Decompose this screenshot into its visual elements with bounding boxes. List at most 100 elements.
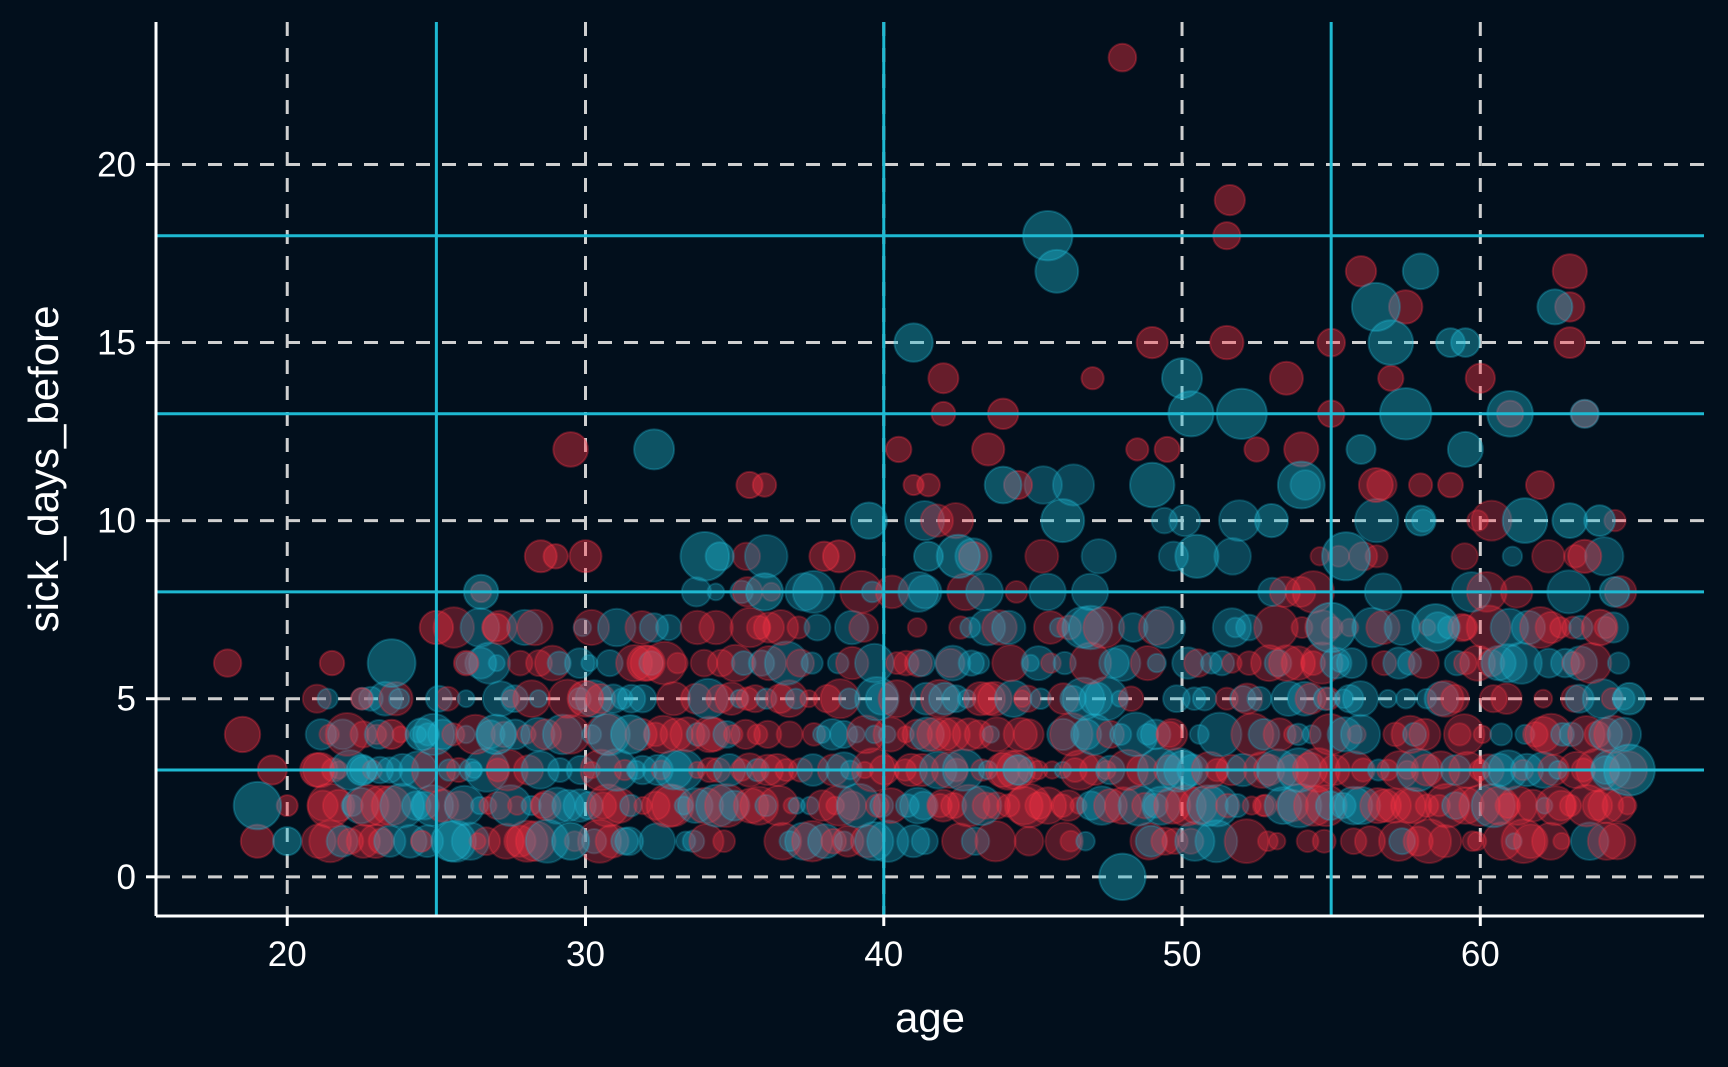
point-red — [1069, 796, 1088, 815]
point-cyan — [1218, 499, 1261, 542]
point-red — [542, 543, 569, 570]
point-red — [563, 830, 586, 853]
point-red — [505, 819, 549, 863]
point-red — [425, 788, 460, 823]
point-cyan — [1395, 687, 1417, 710]
point-cyan — [1174, 533, 1220, 579]
point-red — [1515, 788, 1550, 823]
x-tick-label: 60 — [1461, 935, 1500, 974]
point-red — [812, 683, 843, 714]
point-cyan — [1142, 792, 1169, 819]
point-red — [1155, 720, 1184, 749]
point-cyan — [956, 688, 977, 709]
point-red — [957, 540, 989, 572]
point-cyan — [961, 785, 1003, 827]
point-cyan — [927, 681, 962, 716]
point-cyan — [681, 829, 706, 854]
point-cyan — [475, 719, 506, 750]
point-cyan — [1504, 832, 1523, 851]
point-red — [1347, 541, 1379, 572]
point-red — [349, 720, 378, 749]
point-red — [1366, 469, 1398, 501]
point-cyan — [904, 499, 946, 542]
point-red — [757, 784, 800, 827]
point-red — [584, 683, 617, 715]
point-cyan — [898, 786, 937, 825]
point-red — [1476, 648, 1506, 678]
point-red — [762, 609, 800, 646]
point-red — [391, 725, 410, 744]
point-red — [640, 790, 671, 821]
point-cyan — [520, 794, 542, 817]
point-red — [443, 790, 475, 821]
point-red — [764, 683, 796, 715]
point-cyan — [487, 654, 506, 673]
point-red — [978, 716, 1015, 753]
point-red — [1382, 721, 1409, 748]
point-cyan — [1443, 649, 1471, 677]
point-cyan — [1181, 686, 1207, 712]
point-cyan — [272, 826, 303, 857]
point-cyan — [1562, 645, 1599, 681]
point-cyan — [729, 688, 750, 709]
point-red — [752, 611, 786, 644]
point-red — [1046, 682, 1080, 716]
point-cyan — [704, 541, 735, 572]
point-red — [1131, 791, 1159, 820]
point-red — [1178, 785, 1219, 826]
point-red — [1164, 784, 1208, 827]
point-red — [378, 681, 414, 717]
point-red — [1117, 685, 1145, 713]
point-cyan — [1350, 281, 1401, 332]
point-cyan — [784, 821, 824, 861]
point-red — [1402, 825, 1434, 857]
point-red — [763, 821, 803, 861]
point-red — [482, 609, 518, 646]
point-red — [739, 785, 780, 826]
point-red — [666, 651, 689, 675]
point-red — [782, 796, 801, 815]
point-red — [1056, 614, 1083, 641]
point-red — [951, 717, 986, 752]
point-cyan — [415, 722, 441, 747]
point-red — [1012, 718, 1045, 751]
point-cyan — [893, 322, 934, 363]
point-cyan — [1224, 616, 1247, 639]
point-cyan — [1411, 603, 1460, 652]
point-red — [1447, 612, 1477, 643]
point-red — [1050, 793, 1075, 818]
y-tick-label: 15 — [97, 324, 136, 363]
point-cyan — [546, 650, 572, 676]
point-red — [1533, 688, 1554, 709]
point-cyan — [388, 687, 411, 710]
point-cyan — [404, 717, 439, 752]
point-cyan — [1489, 607, 1530, 648]
point-cyan — [835, 782, 882, 829]
point-cyan — [1191, 685, 1218, 712]
point-cyan — [456, 724, 476, 745]
point-cyan — [837, 687, 861, 711]
point-cyan — [379, 782, 426, 829]
point-red — [722, 724, 744, 745]
point-cyan — [598, 683, 629, 715]
point-red — [471, 826, 502, 857]
point-red — [659, 717, 694, 752]
point-cyan — [459, 607, 501, 648]
point-red — [357, 823, 394, 860]
point-red — [1241, 795, 1262, 816]
point-cyan — [470, 795, 490, 816]
point-cyan — [1470, 782, 1516, 829]
point-cyan — [1129, 461, 1176, 509]
point-red — [695, 716, 732, 753]
point-cyan — [581, 723, 603, 745]
point-red — [751, 472, 778, 498]
point-cyan — [763, 640, 810, 686]
point-cyan — [1441, 791, 1470, 821]
point-red — [533, 644, 571, 682]
point-cyan — [1168, 503, 1202, 538]
point-cyan — [1139, 718, 1172, 751]
point-cyan — [638, 612, 670, 643]
point-red — [1153, 435, 1181, 463]
point-red — [1535, 785, 1577, 827]
point-cyan — [676, 787, 714, 824]
